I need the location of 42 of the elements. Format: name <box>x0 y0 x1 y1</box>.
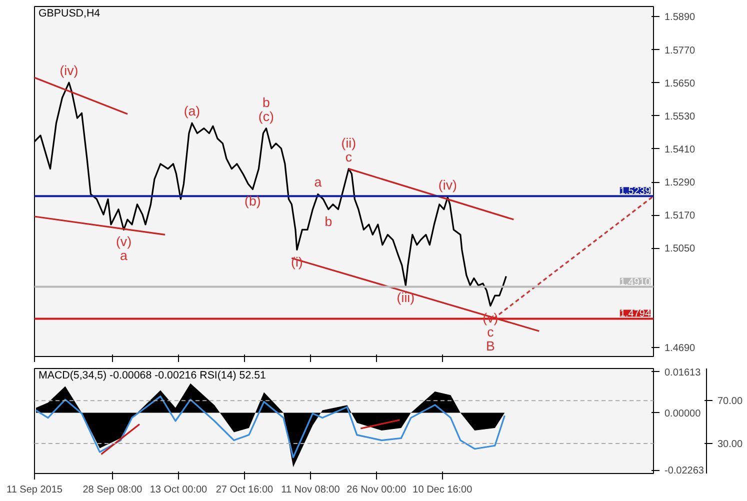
annotation: b <box>262 94 270 110</box>
annotation: (c) <box>258 108 274 124</box>
y-tick-label: 1.5650 <box>664 78 696 90</box>
y-tick-label: 1.5410 <box>664 144 696 156</box>
annotation: (iv) <box>438 178 457 193</box>
y-tick-label: 1.5290 <box>664 178 696 189</box>
y-tick-label: 1.5530 <box>664 111 696 122</box>
y-tick-label: 1.5890 <box>664 12 696 24</box>
ref-line-label: 1.4794 <box>620 308 651 320</box>
annotation: a <box>314 174 322 190</box>
x-tick-label: 27 Oct 16:00 <box>216 484 274 496</box>
y2-tick-label: 30.00 <box>718 439 743 450</box>
y-tick-label: 1.4690 <box>664 342 696 354</box>
annotation: b <box>324 214 332 229</box>
chart-title: GBPUSD,H4 <box>38 8 100 20</box>
y-tick-label: 1.5050 <box>664 244 696 255</box>
annotation: B <box>486 338 495 354</box>
annotation: (a) <box>184 104 200 119</box>
x-tick-label: 26 Nov 00:00 <box>346 484 407 496</box>
x-tick-label: 11 Sep 2015 <box>6 484 63 496</box>
annotation: c <box>487 324 494 340</box>
annotation: (v) <box>482 310 498 326</box>
x-tick-label: 10 Dec 16:00 <box>412 484 473 496</box>
ref-line-label: 1.4910 <box>620 276 651 288</box>
y-tick-label: 0.01613 <box>664 367 702 378</box>
line-series <box>35 396 506 458</box>
x-tick-label: 11 Nov 08:00 <box>281 484 340 496</box>
annotation: (b) <box>244 194 261 209</box>
y-tick-label: -0.02263 <box>664 466 704 477</box>
annotation: c <box>345 149 352 164</box>
annotation: a <box>120 248 128 264</box>
y2-tick-label: 70.00 <box>718 396 743 408</box>
y-tick-label: 0.00000 <box>664 408 702 420</box>
x-tick-label: 28 Sep 08:00 <box>82 484 143 496</box>
x-tick-label: 13 Oct 00:00 <box>150 484 208 496</box>
annotation: (v) <box>116 234 132 250</box>
annotation: (ii) <box>341 135 356 150</box>
annotation: (iii) <box>396 290 415 305</box>
chart-title: MACD(5,34,5) -0.00068 -0.00216 RSI(14) 52.51 <box>38 370 266 382</box>
annotation: (iv) <box>60 63 78 78</box>
y-tick-label: 1.5770 <box>664 45 696 56</box>
y-tick-label: 1.5170 <box>664 210 696 222</box>
